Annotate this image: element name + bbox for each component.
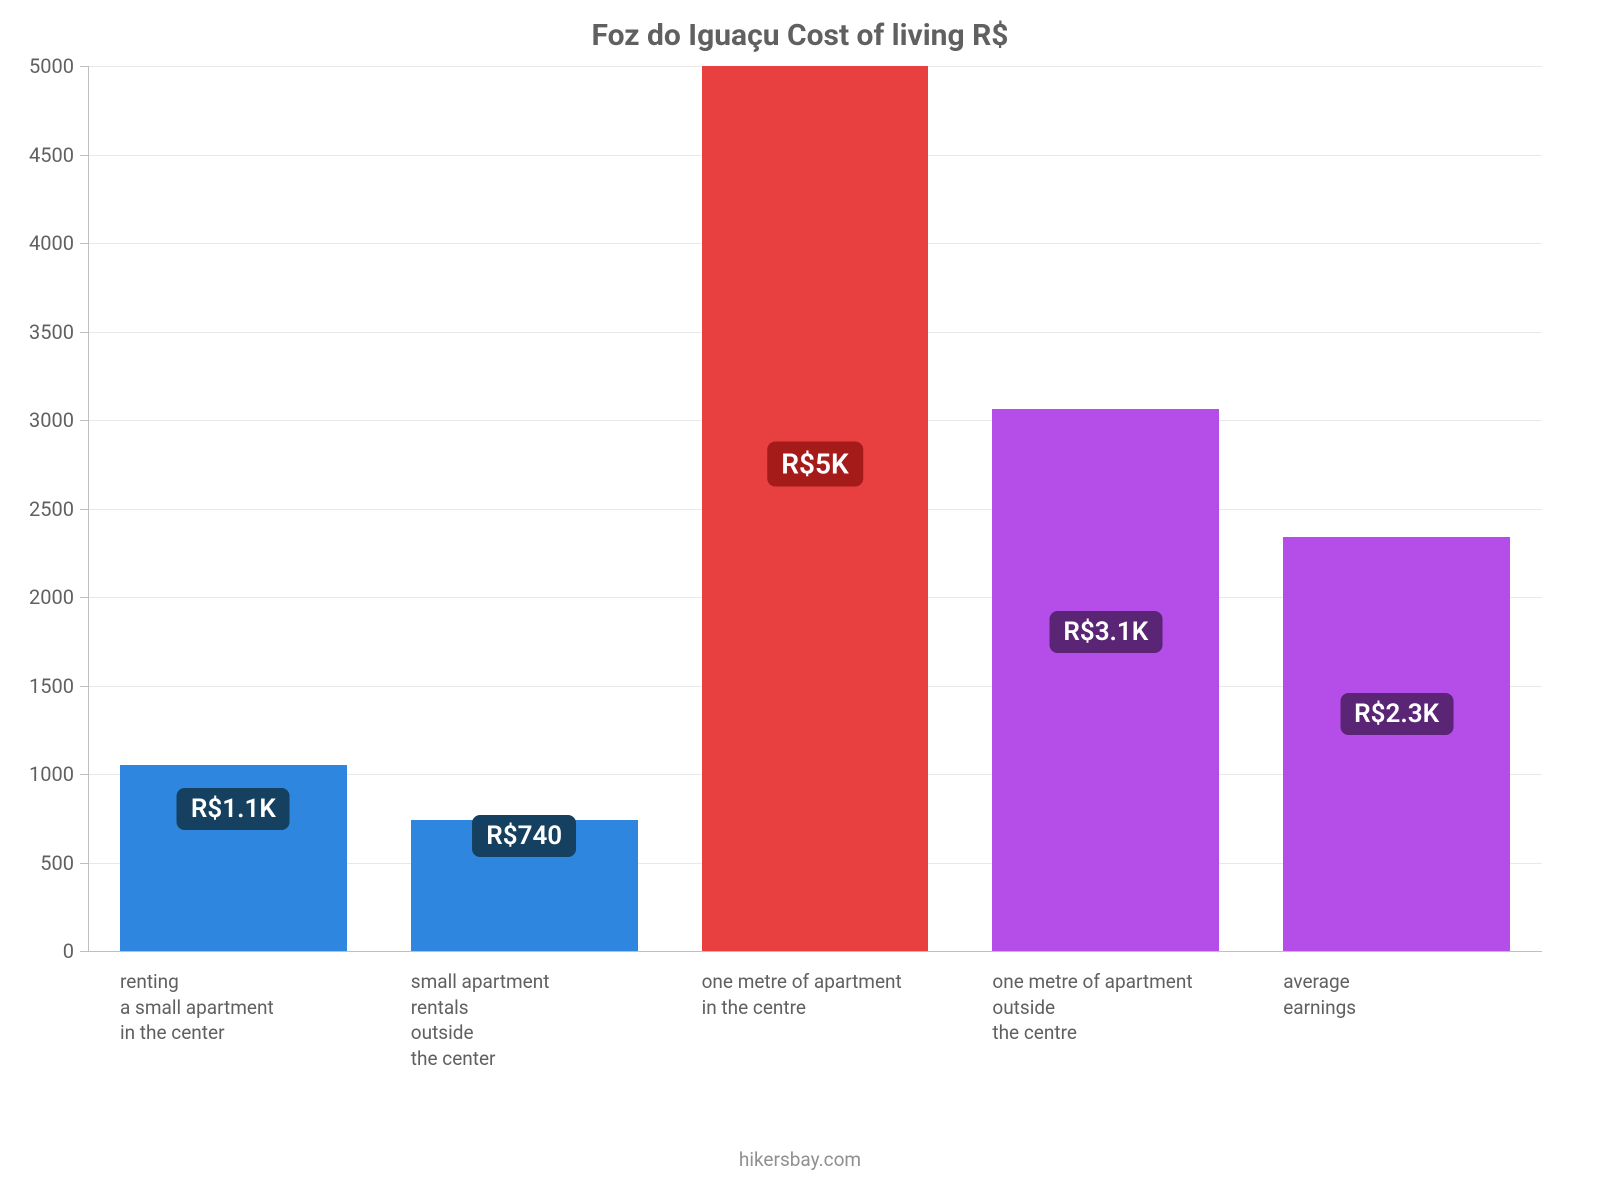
y-tick-mark — [80, 243, 88, 244]
bar — [702, 66, 929, 951]
y-tick-label: 5000 — [29, 54, 74, 78]
y-tick-label: 500 — [40, 851, 74, 875]
y-tick-mark — [80, 686, 88, 687]
bar — [992, 409, 1219, 951]
y-tick-mark — [80, 420, 88, 421]
y-tick-mark — [80, 332, 88, 333]
value-badge: R$5K — [767, 442, 863, 487]
y-tick-mark — [80, 509, 88, 510]
bar — [1283, 537, 1510, 951]
value-badge: R$740 — [472, 815, 576, 857]
y-tick-mark — [80, 66, 88, 67]
x-category-label: one metre of apartment in the centre — [702, 969, 902, 1020]
value-badge: R$2.3K — [1340, 693, 1453, 735]
y-tick-label: 2000 — [29, 585, 74, 609]
y-tick-label: 1500 — [29, 674, 74, 698]
x-category-label: small apartment rentals outside the cent… — [411, 969, 550, 1072]
y-tick-label: 4500 — [29, 143, 74, 167]
value-badge: R$1.1K — [177, 788, 290, 830]
chart-footer: hikersbay.com — [0, 1148, 1600, 1171]
plot-area: 0500100015002000250030003500400045005000… — [88, 66, 1542, 951]
y-tick-label: 1000 — [29, 762, 74, 786]
x-category-label: renting a small apartment in the center — [120, 969, 274, 1046]
x-axis — [88, 951, 1542, 952]
y-tick-mark — [80, 951, 88, 952]
y-tick-label: 2500 — [29, 497, 74, 521]
x-category-label: one metre of apartment outside the centr… — [992, 969, 1192, 1046]
y-tick-mark — [80, 155, 88, 156]
y-tick-mark — [80, 774, 88, 775]
x-category-label: average earnings — [1283, 969, 1356, 1020]
y-axis — [88, 66, 89, 951]
chart-container: Foz do Iguaçu Cost of living R$ 05001000… — [0, 0, 1600, 1200]
value-badge: R$3.1K — [1049, 611, 1162, 653]
y-tick-label: 4000 — [29, 231, 74, 255]
y-tick-mark — [80, 863, 88, 864]
y-tick-label: 3500 — [29, 320, 74, 344]
chart-title: Foz do Iguaçu Cost of living R$ — [0, 18, 1600, 53]
y-tick-label: 0 — [63, 939, 74, 963]
y-tick-mark — [80, 597, 88, 598]
y-tick-label: 3000 — [29, 408, 74, 432]
